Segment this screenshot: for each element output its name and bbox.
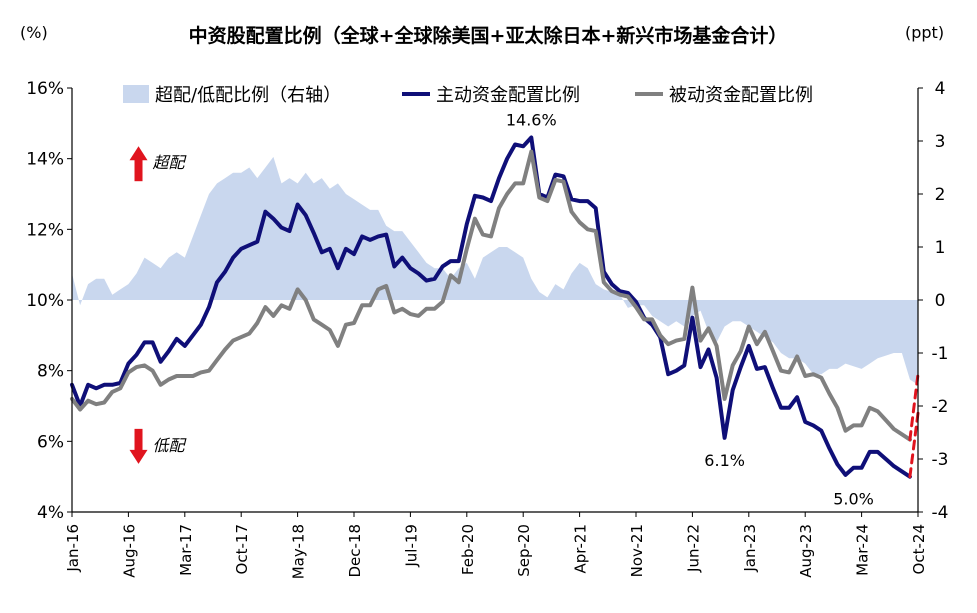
x-tick-label: Dec-18 (346, 524, 364, 578)
x-tick-label: Nov-21 (628, 524, 646, 577)
data-label-0: 14.6% (506, 110, 557, 129)
axes-layer (67, 87, 923, 517)
legend-label-passive: 被动资金配置比例 (669, 85, 813, 106)
y-right-tick-label: 1 (935, 238, 946, 258)
lines-layer (70, 135, 920, 479)
y-left-tick-label: 14% (26, 150, 64, 170)
y-right-tick-label: 2 (935, 185, 946, 205)
data-label-1: 6.1% (704, 451, 745, 470)
overweight-arrow-icon (129, 146, 148, 161)
underweight-arrow-icon (129, 449, 148, 464)
legend-label-active: 主动资金配置比例 (436, 85, 580, 106)
y-left-tick-label: 6% (37, 432, 64, 452)
series-projection-dashed-3 (908, 411, 920, 479)
x-tick-label: Jul-19 (402, 524, 420, 568)
x-tick-label: Aug-16 (120, 524, 138, 578)
legend-label-area: 超配/低配比例（右轴） (155, 85, 341, 106)
y-right-tick-label: 3 (935, 132, 946, 152)
underweight-label: 低配 (153, 436, 188, 455)
x-tick-label: Oct-24 (910, 524, 928, 574)
y-right-tick-label: 0 (935, 291, 946, 311)
overweight-arrow-shaft (134, 159, 143, 182)
x-tick-label: Jun-22 (684, 524, 702, 573)
x-tick-label: Jan-23 (741, 524, 759, 573)
x-tick-label: May-18 (290, 524, 308, 579)
y-right-tick-label: -2 (932, 397, 949, 417)
underweight-arrow-shaft (134, 428, 143, 451)
x-tick-label: Feb-20 (459, 524, 477, 575)
y-left-unit: (%) (20, 23, 48, 42)
chart-title: 中资股配置比例（全球+全球除美国+亚太除日本+新兴市场基金合计） (189, 24, 788, 47)
series-projection-dashed-4 (908, 372, 920, 442)
x-tick-label: Mar-24 (854, 524, 872, 576)
y-left-tick-label: 10% (26, 291, 64, 311)
series-area-overweight (72, 156, 918, 385)
y-left-tick-label: 4% (37, 503, 64, 523)
y-left-tick-label: 16% (26, 79, 64, 99)
y-left-tick-label: 8% (37, 362, 64, 382)
series-line-passive (70, 149, 912, 442)
y-left-tick-label: 12% (26, 220, 64, 240)
x-tick-label: Oct-17 (233, 524, 251, 574)
y-right-tick-label: -4 (932, 503, 949, 523)
y-right-tick-label: -3 (932, 450, 949, 470)
series-line-active (70, 135, 912, 479)
overweight-label: 超配 (153, 153, 188, 172)
x-tick-label: Sep-20 (515, 524, 533, 577)
y-right-tick-label: -1 (932, 344, 949, 364)
data-label-2: 5.0% (833, 490, 874, 509)
x-tick-label: Aug-23 (797, 524, 815, 578)
area-layer (72, 156, 918, 385)
x-tick-label: Apr-21 (572, 524, 590, 574)
y-right-unit: (ppt) (905, 23, 944, 42)
text-layer: 4% 6% 8% 10% 12% 14% 16% -4 -3 -2 -1 0 1 2 3 4 Jan-16 Aug… (20, 23, 948, 579)
x-tick-label: Jan-16 (64, 524, 82, 573)
legend-swatch-area (123, 85, 149, 103)
y-right-tick-label: 4 (935, 79, 946, 99)
x-tick-label: Mar-17 (177, 524, 195, 576)
